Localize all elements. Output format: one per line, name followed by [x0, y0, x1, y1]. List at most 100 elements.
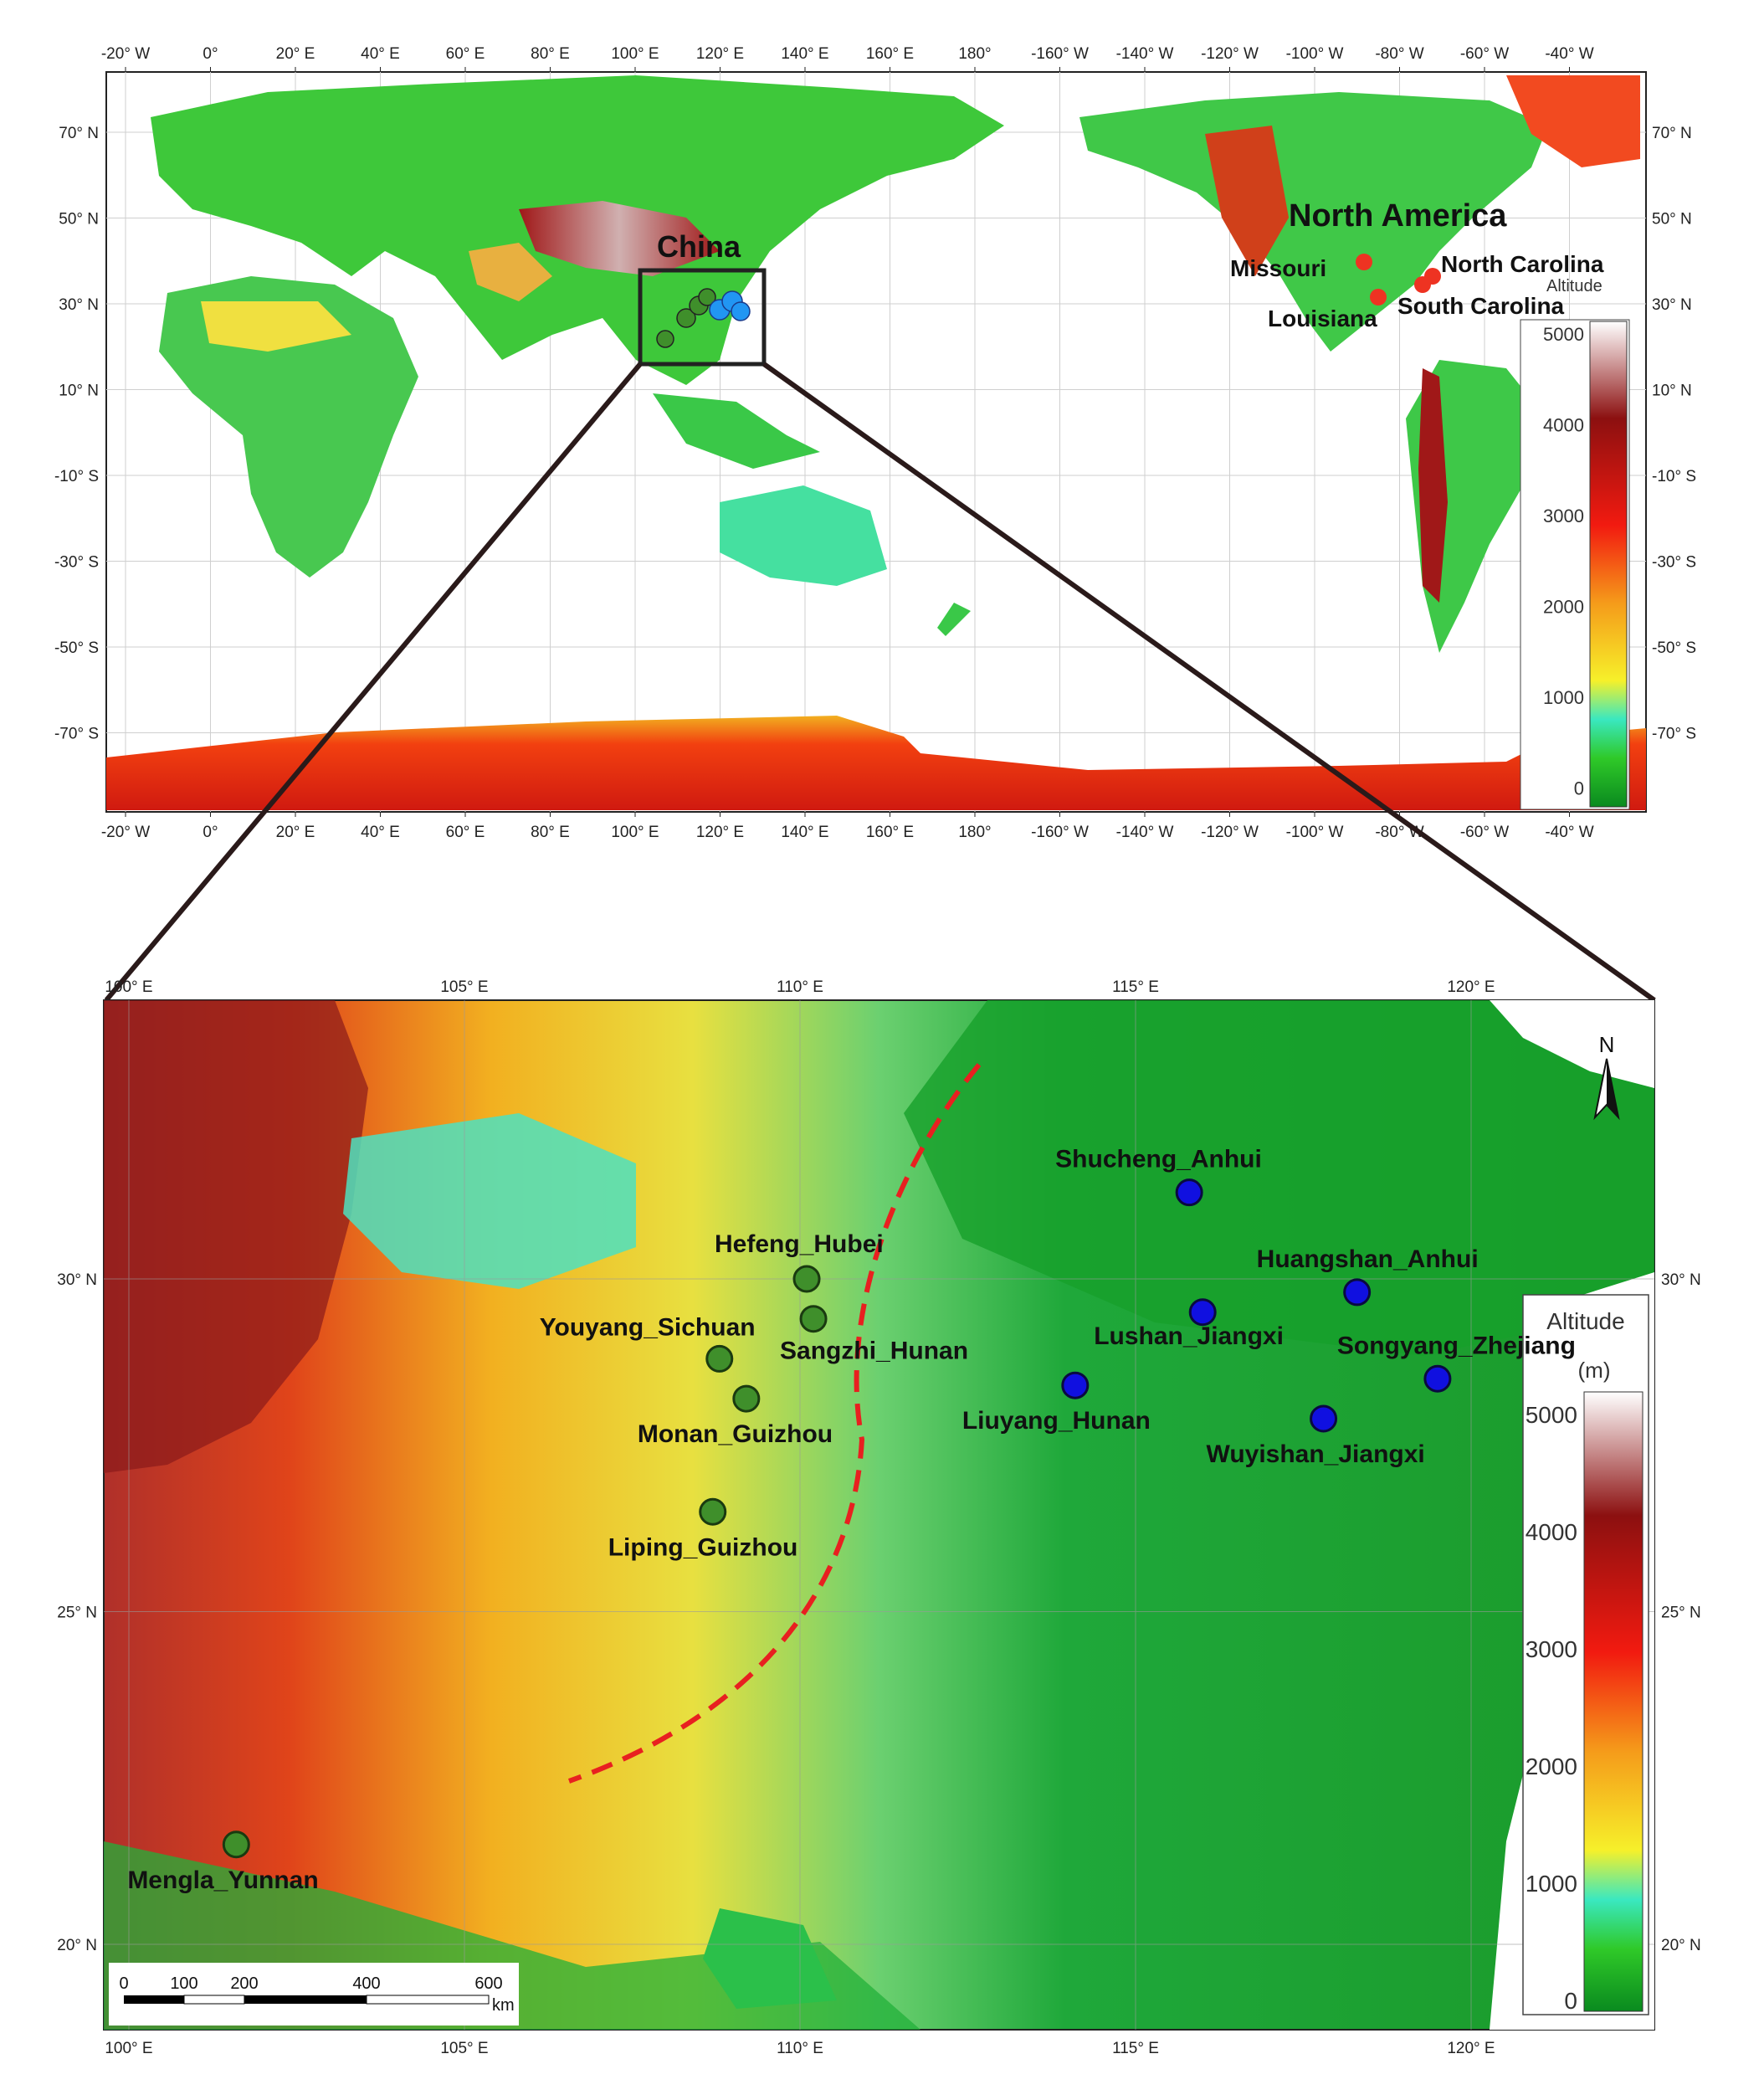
- blue-site-label: Shucheng_Anhui: [1055, 1146, 1262, 1173]
- zoom-connector-right: [762, 362, 1656, 1003]
- antarctica-landmass: [106, 716, 1646, 810]
- world-left-tick-label: -70° S: [54, 726, 99, 743]
- scale-bar-tick-label: 600: [474, 1974, 502, 1993]
- world-left-tick-label: 10° N: [59, 383, 99, 400]
- green-site-label: Hefeng_Hubei: [715, 1230, 884, 1258]
- china-top-tick-label: 100° E: [105, 978, 152, 996]
- zoom-connector-left: [104, 362, 643, 1002]
- china-sites: Hefeng_Hubei Sangzhi_Hunan Youyang_Sichuan…: [127, 1146, 1576, 1894]
- green-site-marker: [705, 1344, 734, 1373]
- world-bottom-tick-label: -140° W: [1116, 824, 1174, 841]
- china-bottom-tick-label: 120° E: [1447, 2040, 1495, 2057]
- scale-bar: 0 100 200 400 600 km: [109, 1963, 519, 2026]
- blue-site-label: Huangshan_Anhui: [1257, 1245, 1479, 1273]
- china-legend-ticks: 5000 4000 3000 2000 1000 0: [1526, 1402, 1577, 2014]
- world-bottom-tick-label: 120° E: [696, 824, 744, 841]
- blue-site-marker: [1061, 1371, 1090, 1399]
- green-site-label: Monan_Guizhou: [638, 1420, 833, 1448]
- blue-site-marker: [1188, 1298, 1217, 1327]
- world-bottom-tick-label: 140° E: [781, 824, 828, 841]
- china-legend-tick-label: 2000: [1526, 1753, 1577, 1779]
- new-zealand: [937, 603, 971, 636]
- green-site-label: Youyang_Sichuan: [540, 1313, 756, 1341]
- blue-site-marker: [1175, 1178, 1203, 1207]
- green-site-marker: [699, 1497, 727, 1526]
- china-gridlines: [104, 1000, 1654, 2030]
- world-site-red-louisiana: [1370, 289, 1387, 306]
- andes-mountains: [1418, 368, 1448, 603]
- north-carolina-label: North Carolina: [1441, 251, 1604, 277]
- scale-bar-segment: [124, 1995, 241, 2004]
- china-bottom-tick-label: 115° E: [1112, 2040, 1159, 2057]
- scale-bar-segment: [183, 1995, 245, 2005]
- china-right-tick-label: 30° N: [1661, 1271, 1701, 1289]
- china-left-tick-label: 30° N: [57, 1271, 97, 1289]
- scale-bar-ticks: 0 100 200 400 600: [119, 1974, 502, 1993]
- world-bottom-tick-label: -160° W: [1031, 824, 1089, 841]
- world-right-tick-label: 70° N: [1652, 125, 1692, 142]
- china-legend-unit: (m): [1578, 1358, 1611, 1383]
- blue-site-label: Songyang_Zhejiang: [1337, 1332, 1576, 1359]
- china-top-tick-label: 115° E: [1112, 978, 1159, 996]
- china-left-tick-label: 20° N: [57, 1937, 97, 1954]
- green-site-label: Sangzhi_Hunan: [780, 1338, 968, 1365]
- scale-bar-tick-label: 100: [170, 1974, 197, 1993]
- world-top-tick-label: 60° E: [446, 45, 485, 63]
- scale-bar-segment: [244, 1995, 367, 2004]
- china-left-tick-label: 25° N: [57, 1605, 97, 1622]
- world-bottom-tick-label: -120° W: [1201, 824, 1259, 841]
- scale-bar-segment: [366, 1995, 490, 2005]
- world-site-blue: [731, 301, 751, 321]
- southeast-asia-islands: [653, 393, 820, 469]
- china-legend-tick-label: 4000: [1526, 1519, 1577, 1545]
- world-top-tick-label: 140° E: [781, 45, 828, 63]
- sichuan-basin: [343, 1113, 636, 1289]
- world-legend-colorbar: [1589, 321, 1628, 808]
- world-left-tick-label: 50° N: [59, 211, 99, 228]
- china-right-tick-label: 20° N: [1661, 1937, 1701, 1954]
- world-legend-tick-label: 5000: [1543, 324, 1584, 345]
- blue-site-marker: [1343, 1278, 1372, 1307]
- world-top-tick-label: -160° W: [1031, 45, 1089, 63]
- blue-site-marker: [1310, 1404, 1338, 1433]
- world-right-tick-label: -10° S: [1652, 468, 1696, 485]
- australia-landmass: [720, 485, 887, 586]
- north-arrow-label: N: [1599, 1032, 1615, 1057]
- china-right-tick-label: 25° N: [1661, 1605, 1701, 1622]
- tibetan-plateau: [519, 201, 720, 276]
- world-right-tick-label: 10° N: [1652, 383, 1692, 400]
- north-america-region-label: North America: [1289, 198, 1507, 234]
- south-carolina-label: South Carolina: [1397, 293, 1565, 319]
- world-site-green: [698, 288, 716, 306]
- world-left-tick-label: 30° N: [59, 296, 99, 314]
- world-top-tick-label: 180°: [958, 45, 991, 63]
- north-america-landmass: [1079, 92, 1548, 352]
- rocky-mountains: [1205, 126, 1289, 276]
- world-legend-ticks: 5000 4000 3000 2000 1000 0: [1543, 324, 1584, 799]
- world-top-tick-label: 100° E: [611, 45, 659, 63]
- world-bottom-tick-label: -20° W: [101, 824, 150, 841]
- world-top-tick-label: 120° E: [696, 45, 744, 63]
- world-right-tick-label: -30° S: [1652, 554, 1696, 572]
- iran-plateau: [469, 243, 552, 301]
- blue-site-label: Liuyang_Hunan: [962, 1407, 1151, 1435]
- green-site-label: Liping_Guizhou: [608, 1533, 798, 1561]
- world-axis-ticks: -20° W -20° W 0° 0° 20° E 20° E 40° E 40° E 60° …: [54, 45, 1696, 841]
- world-top-tick-label: -120° W: [1201, 45, 1259, 63]
- scale-bar-unit: km: [492, 1996, 515, 2015]
- blue-site-marker: [1423, 1364, 1452, 1393]
- world-right-tick-label: 30° N: [1652, 296, 1692, 314]
- world-legend-tick-label: 1000: [1543, 687, 1584, 708]
- world-top-tick-label: 0°: [203, 45, 218, 63]
- world-bottom-tick-label: 80° E: [531, 824, 570, 841]
- world-sites: [656, 254, 1441, 348]
- scale-bar-tick-label: 400: [352, 1974, 380, 1993]
- world-legend-tick-label: 4000: [1543, 415, 1584, 436]
- louisiana-label: Louisiana: [1268, 306, 1377, 331]
- china-legend-colorbar: [1583, 1391, 1643, 2012]
- distribution-boundary-dashed-line: [567, 1063, 982, 1784]
- world-legend-tick-label: 2000: [1543, 597, 1584, 618]
- world-bottom-tick-label: -40° W: [1545, 824, 1593, 841]
- china-legend-tick-label: 3000: [1526, 1636, 1577, 1662]
